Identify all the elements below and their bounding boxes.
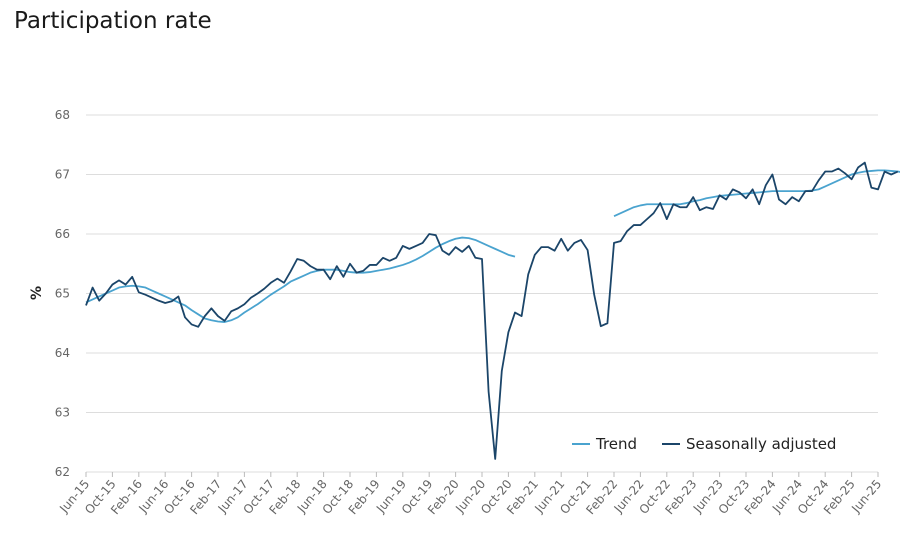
legend-trend-label: Trend [595,435,637,453]
y-tick-label: 63 [55,406,70,420]
grid-lines [86,114,878,473]
legend-sa-label: Seasonally adjusted [686,435,836,453]
page-title: Participation rate [14,8,212,34]
y-tick-label: 65 [55,287,70,301]
y-axis-ticks: 62 63 64 65 66 67 68 [55,108,70,479]
y-axis-label: % [29,286,45,300]
series-lines [85,161,900,460]
seasonally-adjusted-line-segment-0 [85,161,899,460]
y-tick-label: 68 [55,108,70,122]
trend-line-segment-0 [85,236,516,323]
y-tick-label: 67 [55,168,70,182]
trend-line-segment-1 [613,169,900,217]
y-tick-label: 64 [55,346,70,360]
legend: Trend Seasonally adjusted [572,435,836,453]
y-tick-label: 62 [55,465,70,479]
y-tick-label: 66 [55,227,70,241]
x-axis-ticks: Jun-15Oct-15Feb-16Jun-16Oct-16Feb-17Jun-… [56,472,884,517]
